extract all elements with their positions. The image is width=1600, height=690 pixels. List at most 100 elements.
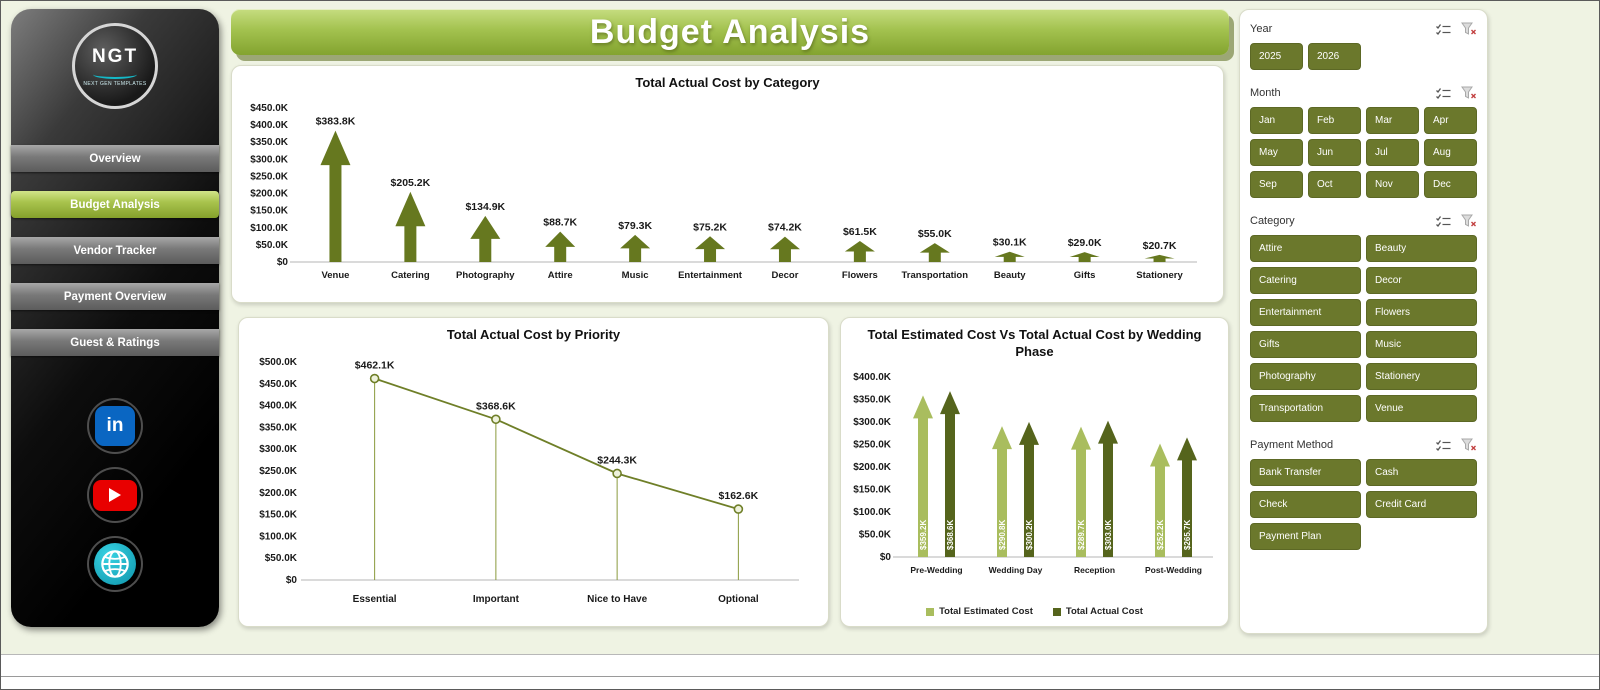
y-tick-label: $250.0K [250,171,289,182]
y-tick-label: $300.0K [259,444,298,455]
multi-select-icon[interactable] [1435,87,1452,100]
youtube-icon[interactable] [89,469,141,521]
bar-entertainment: $75.2K Entertainment [678,221,743,281]
sheet-bottom-line [1,676,1599,677]
bar-category-label: Post-Wedding [1145,565,1202,575]
page-title-banner: Budget Analysis [231,9,1229,55]
slicer-payment-method: Payment Method Bank Transfer Cash Check Cred… [1250,438,1477,550]
filter-panel: Year 2025 2026 Month Jan Feb Mar Apr May Jun Jul Au… [1239,9,1488,634]
logo-circle: NGT NEXT GEN TEMPLATES [72,23,158,109]
logo-tagline: NEXT GEN TEMPLATES [83,80,147,87]
sidebar-item-vendor-tracker[interactable]: Vendor Tracker [11,237,219,264]
slicer-button-decor[interactable]: Decor [1366,267,1477,294]
y-tick-label: $200.0K [853,462,892,473]
chart-card-priority: Total Actual Cost by Priority $0 $50.0K $1… [238,317,829,627]
clear-filter-icon[interactable] [1461,438,1477,452]
clear-filter-icon[interactable] [1461,22,1477,36]
slicer-button-credit-card[interactable]: Credit Card [1366,491,1477,518]
slicer-button-sep[interactable]: Sep [1250,171,1303,198]
bar-value-label: $30.1K [993,237,1027,249]
sidebar-item-guest-ratings[interactable]: Guest & Ratings [11,329,219,356]
slicer-button-payment-plan[interactable]: Payment Plan [1250,523,1361,550]
chart-card-category: Total Actual Cost by Category $0 $50.0K $1… [231,65,1224,303]
point-essential: $462.1K Essential [353,359,397,604]
slicer-button-dec[interactable]: Dec [1424,171,1477,198]
y-tick-label: $150.0K [250,206,289,217]
multi-select-icon[interactable] [1435,439,1452,452]
linkedin-icon[interactable]: in [89,400,141,452]
slicer-title: Payment Method [1250,439,1334,451]
y-tick-label: $350.0K [259,422,298,433]
slicer-title: Month [1250,87,1281,99]
bar-value-label: $79.3K [618,220,652,232]
slicer-button-venue[interactable]: Venue [1366,395,1477,422]
slicer-button-attire[interactable]: Attire [1250,235,1361,262]
slicer-button-may[interactable]: May [1250,139,1303,166]
bar-beauty: $30.1K Beauty [993,237,1027,281]
point-category-label: Optional [718,594,759,605]
bar-gifts: $29.0K Gifts [1068,237,1102,281]
bar-attire: $88.7K Attire [543,217,577,281]
bar-value-label: $134.9K [465,201,505,213]
y-tick-label: $100.0K [853,507,892,518]
clear-filter-icon[interactable] [1461,214,1477,228]
slicer-button-apr[interactable]: Apr [1424,107,1477,134]
slicer-icons [1435,438,1477,452]
page-title: Budget Analysis [589,12,871,51]
slicer-button-entertainment[interactable]: Entertainment [1250,299,1361,326]
sidebar-item-overview[interactable]: Overview [11,145,219,172]
bar-value-label: $290.8K [998,519,1007,549]
y-tick-label: $250.0K [853,439,892,450]
chart-priority: $0 $50.0K $100.0K $150.0K $200.0K $250.0K $300… [259,357,799,605]
slicer-items: Attire Beauty Catering Decor Entertainment Fl… [1250,235,1477,422]
y-tick-label: $200.0K [259,488,298,499]
slicer-button-gifts[interactable]: Gifts [1250,331,1361,358]
bar-value-label: $289.7K [1077,519,1086,549]
chart-title-category: Total Actual Cost by Category [635,75,820,90]
slicer-button-flowers[interactable]: Flowers [1366,299,1477,326]
slicer-icons [1435,86,1477,100]
slicer-button-mar[interactable]: Mar [1366,107,1419,134]
multi-select-icon[interactable] [1435,23,1452,36]
slicer-button-transportation[interactable]: Transportation [1250,395,1361,422]
slicer-button-photography[interactable]: Photography [1250,363,1361,390]
slicer-button-music[interactable]: Music [1366,331,1477,358]
bar-value-label: $383.8K [316,116,356,128]
chart-phase-legend: Total Estimated Cost Total Actual Cost [841,606,1228,617]
legend-label: Total Estimated Cost [939,606,1033,617]
slicer-button-jan[interactable]: Jan [1250,107,1303,134]
website-globe-icon[interactable] [89,538,141,590]
slicer-button-oct[interactable]: Oct [1308,171,1361,198]
y-tick-label: $0 [880,552,892,563]
y-tick-label: $300.0K [250,154,289,165]
slicer-button-2025[interactable]: 2025 [1250,43,1303,70]
clear-filter-icon[interactable] [1461,86,1477,100]
slicer-button-stationery[interactable]: Stationery [1366,363,1477,390]
point-value-label: $462.1K [355,359,395,371]
slicer-header: Year [1250,22,1477,36]
slicer-button-catering[interactable]: Catering [1250,267,1361,294]
sidebar: NGT NEXT GEN TEMPLATES Overview Budget An… [11,9,219,627]
multi-select-icon[interactable] [1435,215,1452,228]
slicer-button-bank-transfer[interactable]: Bank Transfer [1250,459,1361,486]
social-links: in [11,400,219,590]
y-tick-label: $350.0K [250,137,289,148]
slicer-button-jul[interactable]: Jul [1366,139,1419,166]
logo-text: NGT [91,45,139,67]
slicer-button-aug[interactable]: Aug [1424,139,1477,166]
slicer-button-cash[interactable]: Cash [1366,459,1477,486]
sidebar-item-budget-analysis[interactable]: Budget Analysis [11,191,219,218]
y-axis: $0 $50.0K $100.0K $150.0K $200.0K $250.0K $300… [250,103,289,268]
y-tick-label: $300.0K [853,417,892,428]
slicer-button-feb[interactable]: Feb [1308,107,1361,134]
slicer-button-check[interactable]: Check [1250,491,1361,518]
slicer-button-jun[interactable]: Jun [1308,139,1361,166]
bar-category-label: Entertainment [678,270,743,281]
bar-category-label: Catering [391,270,430,281]
slicer-button-nov[interactable]: Nov [1366,171,1419,198]
bar-value-label: $29.0K [1068,237,1102,249]
slicer-button-beauty[interactable]: Beauty [1366,235,1477,262]
slicer-button-2026[interactable]: 2026 [1308,43,1361,70]
sidebar-item-payment-overview[interactable]: Payment Overview [11,283,219,310]
